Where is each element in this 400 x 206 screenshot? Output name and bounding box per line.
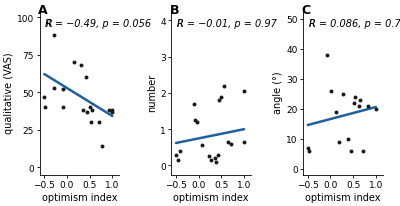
- Text: A: A: [38, 4, 48, 17]
- Point: [328, 89, 334, 93]
- X-axis label: optimism index: optimism index: [174, 192, 249, 202]
- Point: [211, 157, 218, 160]
- Text: R = 0.086,: R = 0.086,: [309, 19, 364, 29]
- Point: [344, 137, 351, 140]
- Point: [194, 121, 200, 124]
- Point: [213, 160, 219, 164]
- Point: [352, 95, 359, 99]
- Point: [364, 104, 371, 108]
- Text: R: R: [309, 19, 316, 29]
- Text: R = −0.01, p = 0.97: R = −0.01, p = 0.97: [177, 19, 277, 29]
- Point: [324, 54, 330, 57]
- Point: [228, 142, 234, 146]
- Point: [80, 109, 86, 112]
- Point: [340, 92, 346, 96]
- Point: [51, 87, 58, 90]
- Point: [357, 98, 363, 102]
- Point: [41, 95, 48, 99]
- Text: B: B: [170, 4, 180, 17]
- Point: [218, 95, 224, 99]
- X-axis label: optimism index: optimism index: [42, 192, 117, 202]
- Point: [86, 106, 93, 109]
- Point: [70, 61, 77, 64]
- Point: [89, 109, 95, 112]
- Point: [306, 149, 312, 152]
- Text: C: C: [302, 4, 311, 17]
- Point: [176, 150, 183, 153]
- Text: R = −0.49,: R = −0.49,: [45, 19, 102, 29]
- Y-axis label: qualitative (VAS): qualitative (VAS): [4, 52, 14, 133]
- Point: [220, 85, 227, 88]
- Point: [208, 159, 214, 162]
- Point: [216, 99, 222, 102]
- Point: [96, 121, 102, 124]
- Point: [173, 153, 179, 156]
- Point: [83, 76, 89, 79]
- Point: [192, 119, 198, 122]
- Text: R = −0.01,: R = −0.01,: [177, 19, 234, 29]
- Point: [191, 103, 197, 106]
- Point: [175, 159, 182, 162]
- Point: [60, 106, 66, 109]
- Text: R: R: [45, 19, 52, 29]
- Point: [336, 140, 342, 143]
- Point: [206, 155, 212, 158]
- Point: [333, 110, 339, 114]
- Text: R = −0.49, p = 0.056: R = −0.49, p = 0.056: [45, 19, 152, 29]
- Point: [109, 110, 116, 114]
- Y-axis label: angle (°): angle (°): [274, 71, 284, 114]
- Point: [214, 153, 221, 156]
- Point: [373, 107, 379, 111]
- Point: [77, 64, 84, 67]
- Point: [106, 109, 112, 112]
- Point: [51, 34, 58, 37]
- Point: [351, 101, 357, 105]
- Point: [87, 121, 94, 124]
- Point: [348, 149, 354, 152]
- Point: [225, 140, 232, 144]
- Point: [199, 144, 206, 147]
- Point: [109, 109, 116, 112]
- Point: [241, 140, 247, 144]
- X-axis label: optimism index: optimism index: [305, 192, 381, 202]
- Text: R = 0.086, p = 0.77: R = 0.086, p = 0.77: [309, 19, 400, 29]
- Y-axis label: number: number: [148, 74, 158, 112]
- Point: [99, 145, 106, 148]
- Text: R: R: [177, 19, 184, 29]
- Point: [241, 90, 247, 93]
- Point: [304, 146, 311, 149]
- Point: [84, 110, 90, 114]
- Point: [360, 149, 366, 152]
- Point: [355, 104, 362, 108]
- Point: [60, 88, 66, 91]
- Point: [42, 106, 48, 109]
